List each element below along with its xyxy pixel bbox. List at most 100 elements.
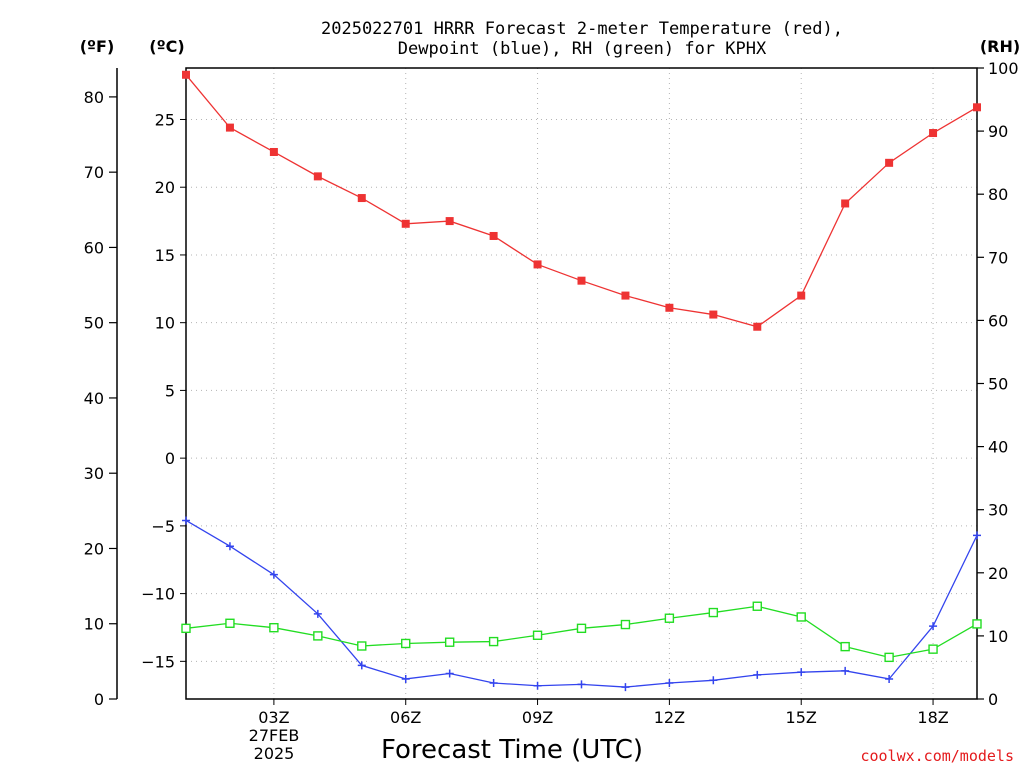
temperature-point (445, 217, 454, 226)
celsius-tick-label: 0 (165, 449, 175, 468)
dewpoint-point (621, 683, 630, 692)
dewpoint-point (841, 666, 850, 675)
temperature-point (533, 260, 542, 269)
temperature-point (709, 310, 718, 319)
rh-point (488, 636, 499, 647)
dewpoint-point (269, 570, 278, 579)
dewpoint-line (185, 519, 978, 688)
dewpoint-point (577, 680, 586, 689)
temperature-point (797, 291, 806, 300)
rh-point (576, 623, 587, 634)
rh-tick-label: 0 (988, 690, 998, 709)
dewpoint-point (973, 531, 981, 540)
rh-tick-label: 70 (988, 248, 1008, 267)
x-tick-label: 06Z (390, 708, 421, 727)
celsius-tick-label: 15 (155, 246, 175, 265)
rh-tick-label: 90 (988, 122, 1008, 141)
rh-point (708, 607, 719, 618)
dewpoint-point (797, 668, 806, 677)
temperature-point (973, 103, 981, 112)
temperature-point (577, 276, 586, 285)
fahrenheit-tick-label: 30 (84, 464, 104, 483)
dewpoint-point (489, 679, 498, 688)
x-tick-label: 09Z (522, 708, 553, 727)
x-axis-label: Forecast Time (UTC) (381, 735, 643, 765)
rh-point (972, 619, 982, 629)
temperature-point (313, 172, 322, 181)
date-label-year: 2025 (254, 744, 295, 763)
x-tick-label: 12Z (654, 708, 685, 727)
fahrenheit-tick-label: 80 (84, 88, 104, 107)
temperature-line (185, 74, 978, 328)
dewpoint-point (709, 676, 718, 685)
fahrenheit-tick-label: 70 (84, 163, 104, 182)
rh-point (884, 652, 894, 663)
temperature-point (357, 194, 366, 203)
rh-point (532, 630, 543, 640)
axes: 03Z 06Z 09Z 12Z 15Z 18Z −15 −10 −5 0 5 10 15 20 25 0 10 2… (84, 59, 1019, 727)
unit-label-fahrenheit: (ºF) (80, 37, 115, 56)
dewpoint-point (313, 609, 322, 618)
celsius-tick-label: −10 (141, 585, 175, 604)
rh-point (357, 641, 367, 651)
dewpoint-point (533, 681, 542, 690)
temperature-point (885, 158, 894, 167)
date-label-day: 27FEB (249, 726, 300, 745)
temperature-point (753, 322, 762, 331)
dewpoint-point (885, 674, 894, 683)
rh-tick-label: 100 (988, 59, 1019, 78)
x-tick-label: 18Z (917, 708, 948, 727)
fahrenheit-tick-label: 0 (94, 690, 104, 709)
unit-label-celsius: (ºC) (149, 37, 184, 56)
rh-point (796, 612, 806, 622)
x-tick-label: 03Z (258, 708, 289, 727)
dewpoint-point (665, 679, 674, 688)
plot-frame (185, 67, 978, 700)
celsius-tick-label: 25 (155, 110, 175, 129)
fahrenheit-tick-label: 50 (84, 314, 104, 333)
rh-point (269, 622, 279, 633)
temperature-point (489, 231, 498, 240)
dewpoint-point (929, 622, 938, 631)
temperature-point (225, 123, 234, 132)
series (181, 70, 982, 692)
fahrenheit-tick-label: 10 (84, 615, 104, 634)
rh-point (928, 644, 938, 654)
celsius-tick-label: −5 (151, 517, 175, 536)
rh-point (752, 601, 762, 611)
celsius-tick-label: −15 (141, 652, 175, 671)
rh-tick-label: 80 (988, 185, 1008, 204)
temperature-point (621, 291, 630, 300)
fahrenheit-tick-label: 60 (84, 238, 104, 257)
x-tick-label: 15Z (786, 708, 817, 727)
celsius-tick-label: 5 (165, 381, 175, 400)
rh-point (620, 619, 631, 630)
temperature-point (929, 129, 938, 138)
chart-title-line-1: 2025022701 HRRR Forecast 2-meter Tempera… (321, 19, 843, 39)
fahrenheit-tick-label: 20 (84, 539, 104, 558)
rh-tick-label: 40 (988, 438, 1008, 457)
temperature-point (665, 303, 674, 312)
rh-point (664, 613, 675, 623)
dewpoint-point (225, 542, 234, 551)
rh-point (225, 618, 235, 628)
celsius-tick-label: 20 (155, 178, 175, 197)
dewpoint-point (182, 516, 190, 525)
unit-label-rh: (RH) (980, 37, 1020, 56)
dewpoint-point (357, 661, 366, 670)
temperature-point (269, 147, 278, 156)
grid (186, 68, 977, 699)
rh-tick-label: 30 (988, 501, 1008, 520)
temperature-point (182, 70, 190, 79)
rh-point (313, 631, 323, 641)
rh-tick-label: 20 (988, 564, 1008, 583)
rh-tick-label: 50 (988, 375, 1008, 394)
fahrenheit-tick-label: 40 (84, 389, 104, 408)
rh-point (840, 641, 850, 652)
dewpoint-point (445, 669, 454, 678)
temperature-point (401, 219, 410, 228)
dewpoint-point (401, 674, 410, 683)
temperature-point (841, 199, 850, 208)
rh-point (181, 623, 191, 634)
